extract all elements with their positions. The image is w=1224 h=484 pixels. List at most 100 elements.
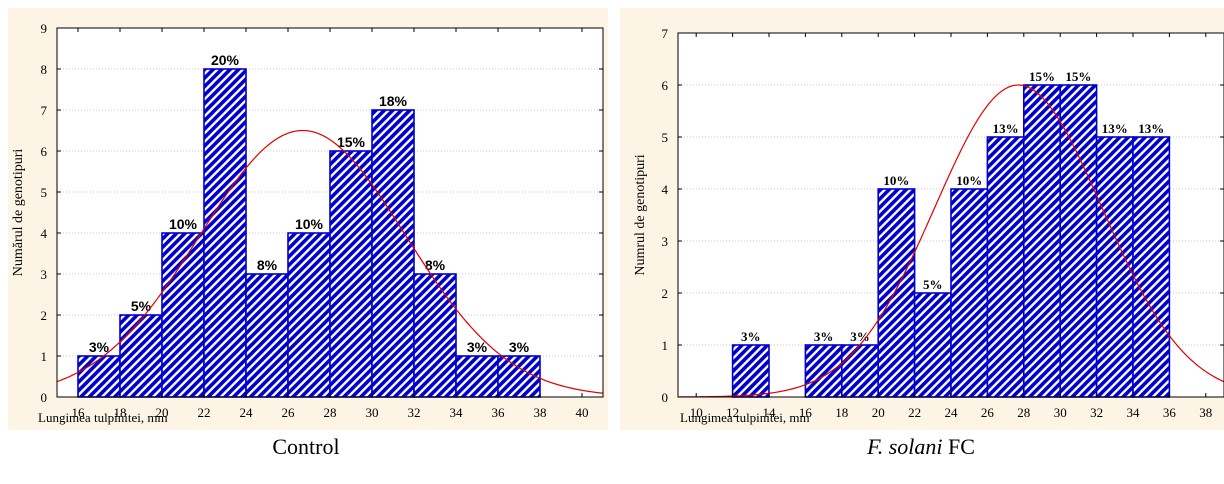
- y-tick-label: 5: [41, 185, 48, 200]
- x-tick-label: 12: [726, 405, 739, 420]
- x-tick-label: 26: [981, 405, 995, 420]
- y-tick-label: 3: [41, 267, 48, 282]
- x-tick-label: 40: [576, 405, 589, 420]
- y-tick-label: 2: [662, 286, 669, 301]
- y-tick-label: 8: [41, 62, 48, 77]
- x-tick-label: 16: [72, 405, 86, 420]
- histogram-bar: [371, 109, 415, 398]
- histogram-bar: [413, 273, 457, 398]
- bar-percent-label: 3%: [741, 329, 761, 344]
- x-tick-label: 36: [1163, 405, 1177, 420]
- x-tick-label: 28: [1017, 405, 1030, 420]
- histogram-bar: [203, 68, 247, 398]
- x-tick-label: 18: [835, 405, 848, 420]
- bar-percent-label: 10%: [295, 216, 324, 232]
- caption-control: Control: [272, 434, 340, 459]
- histogram-bar: [287, 232, 331, 398]
- y-tick-label: 2: [41, 308, 48, 323]
- bar-percent-label: 15%: [1029, 69, 1055, 84]
- histogram-bar: [1095, 136, 1134, 398]
- x-tick-label: 20: [156, 405, 169, 420]
- histogram-bar: [77, 355, 121, 398]
- x-tick-label: 14: [763, 405, 777, 420]
- bar-percent-label: 8%: [257, 257, 278, 273]
- bar-percent-label: 20%: [211, 52, 240, 68]
- y-tick-label: 5: [662, 130, 669, 145]
- x-tick-label: 38: [1199, 405, 1212, 420]
- bar-percent-label: 3%: [814, 329, 834, 344]
- y-tick-label: 1: [41, 349, 48, 364]
- bar-percent-label: 3%: [89, 339, 110, 355]
- bar-percent-label: 15%: [337, 134, 366, 150]
- bar-percent-label: 3%: [467, 339, 488, 355]
- histogram-bar: [161, 232, 205, 398]
- x-tick-label: 34: [1127, 405, 1141, 420]
- x-tick-label: 28: [324, 405, 337, 420]
- bar-percent-label: 15%: [1065, 69, 1091, 84]
- caption-fsolani-rest: FC: [942, 434, 975, 459]
- x-tick-label: 30: [366, 405, 379, 420]
- x-tick-label: 36: [492, 405, 506, 420]
- histogram-bar: [245, 273, 289, 398]
- y-axis-label: Numărul de genotipuri: [11, 149, 26, 277]
- y-tick-label: 1: [662, 338, 669, 353]
- y-tick-label: 0: [662, 390, 669, 405]
- caption-fsolani: F. solani FC: [618, 434, 1224, 460]
- histogram-control-chart: 3% 5% 10% 20% 8% 10% 15% 18% 8% 3% 3% 0 1 2 3 4 5 6 7 8 9 16 1…: [8, 8, 608, 430]
- x-tick-label: 38: [534, 405, 547, 420]
- y-tick-label: 0: [41, 390, 48, 405]
- histogram-control-panel: 3% 5% 10% 20% 8% 10% 15% 18% 8% 3% 3% 0 1 2 3 4 5 6 7 8 9 16 1…: [8, 8, 608, 430]
- x-tick-label: 24: [945, 405, 959, 420]
- x-tick-label: 30: [1054, 405, 1067, 420]
- normal-curve: [57, 129, 603, 394]
- y-tick-label: 6: [662, 78, 669, 93]
- histogram-bar: [841, 344, 880, 398]
- y-tick-label: 9: [41, 21, 48, 36]
- bar-percent-label: 13%: [1138, 121, 1164, 136]
- bar-percent-label: 13%: [1102, 121, 1128, 136]
- x-tick-label: 18: [114, 405, 127, 420]
- histogram-bar: [1022, 84, 1061, 398]
- bar-percent-label: 5%: [923, 277, 943, 292]
- y-tick-label: 7: [662, 26, 669, 41]
- histogram-bar: [877, 188, 916, 398]
- bar-percent-label: 10%: [883, 173, 909, 188]
- y-tick-label: 4: [662, 182, 669, 197]
- bar-percent-label: 3%: [850, 329, 870, 344]
- bar-percent-label: 13%: [993, 121, 1019, 136]
- x-axis-label: Lungimea tulpinitei, mm: [680, 410, 810, 425]
- y-tick-label: 6: [41, 144, 48, 159]
- histogram-bar: [119, 314, 163, 398]
- x-tick-label: 32: [408, 405, 421, 420]
- histogram-bar: [731, 344, 770, 398]
- caption-fsolani-italic: F. solani: [867, 434, 943, 459]
- y-tick-label: 4: [41, 226, 48, 241]
- bar-percent-label: 18%: [379, 93, 408, 109]
- x-tick-label: 22: [908, 405, 921, 420]
- bar-percent-label: 3%: [509, 339, 530, 355]
- histogram-bar: [913, 292, 952, 398]
- histogram-bar: [497, 355, 541, 398]
- bar-percent-label: 5%: [131, 298, 152, 314]
- histogram-bar: [1132, 136, 1171, 398]
- x-axis-label: Lungimea tulpinitei, mm: [38, 410, 168, 425]
- histogram-bar: [950, 188, 989, 398]
- x-tick-label: 22: [198, 405, 211, 420]
- x-tick-label: 20: [872, 405, 885, 420]
- histogram-bar: [329, 150, 373, 398]
- bar-percent-label: 8%: [425, 257, 446, 273]
- y-tick-label: 3: [662, 234, 669, 249]
- bar-percent-label: 10%: [169, 216, 198, 232]
- x-tick-label: 26: [282, 405, 296, 420]
- histogram-bar: [986, 136, 1025, 398]
- x-tick-label: 32: [1090, 405, 1103, 420]
- bar-percent-label: 10%: [956, 173, 982, 188]
- x-tick-label: 24: [240, 405, 254, 420]
- x-tick-label: 10: [690, 405, 703, 420]
- histogram-fsolani-panel: 3% 3% 3% 10% 5% 10% 13% 15% 15% 13% 13% 0 1 2 3 4 5 6 7 10 1…: [618, 0, 1224, 484]
- y-tick-label: 7: [41, 103, 48, 118]
- y-axis-label: Numrul de genotipuri: [633, 154, 648, 275]
- histogram-bar: [804, 344, 843, 398]
- histogram-bar: [455, 355, 499, 398]
